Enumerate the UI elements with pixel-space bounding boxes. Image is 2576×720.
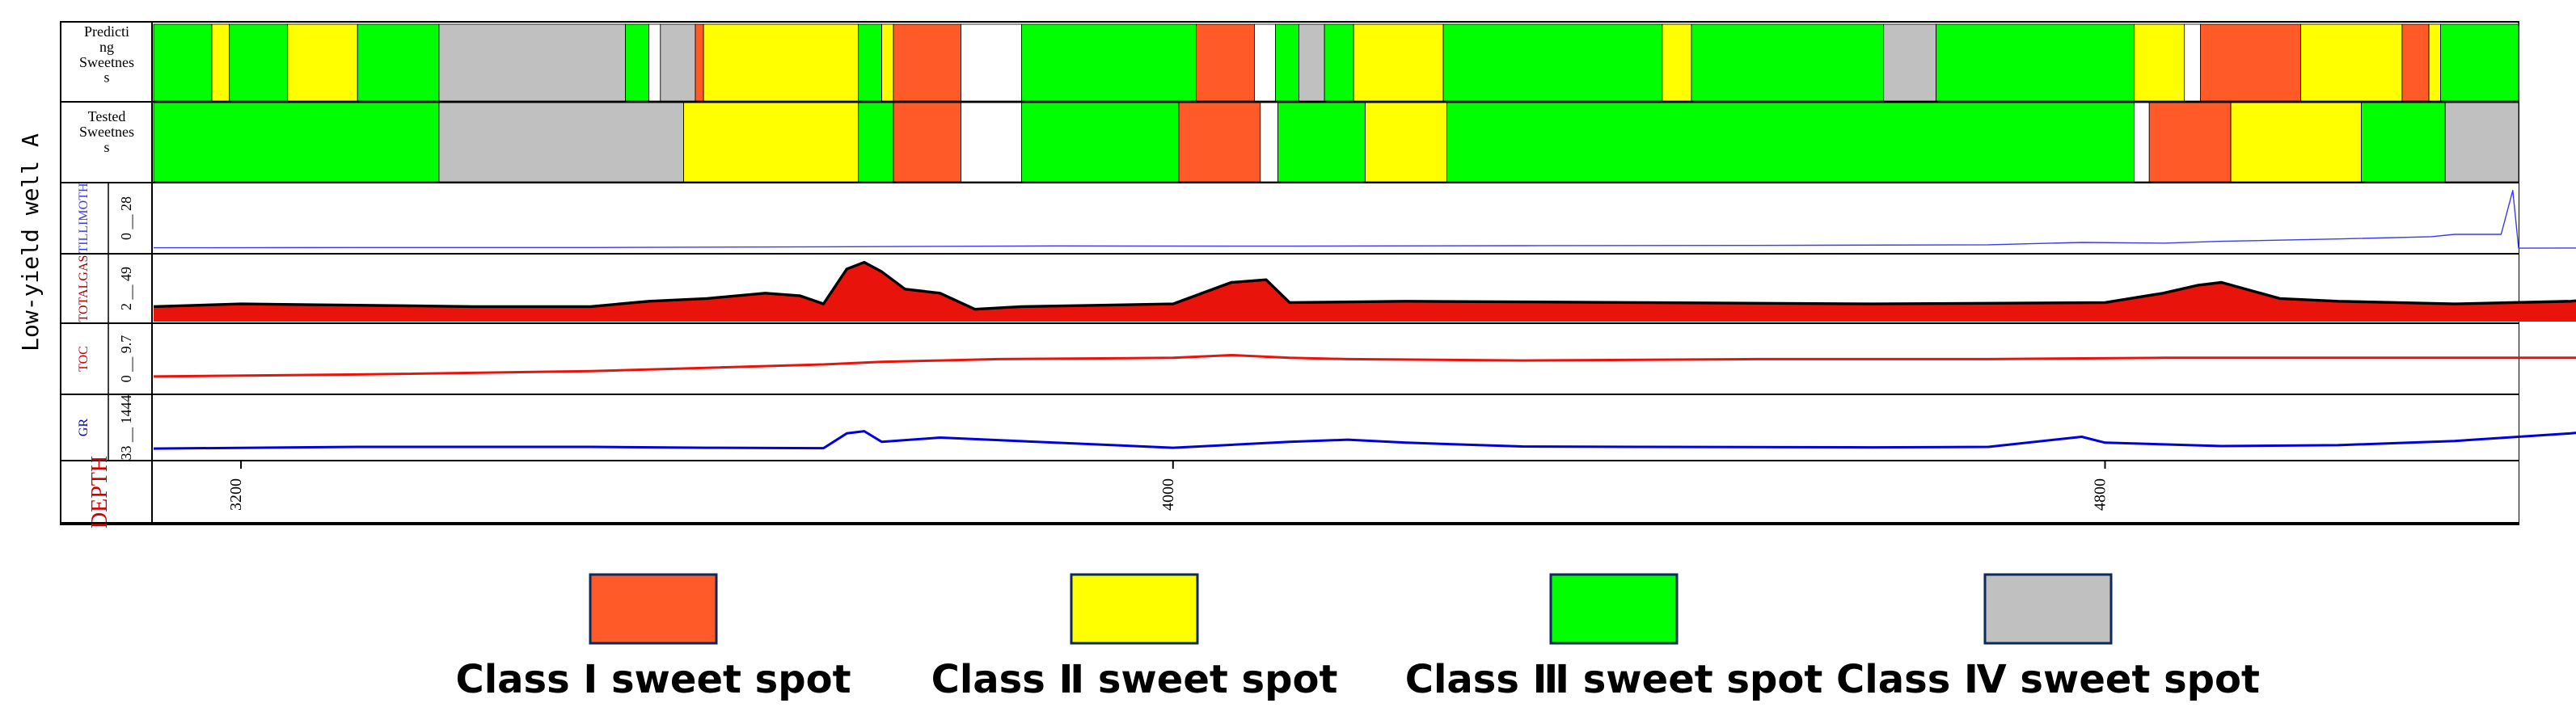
predicting-sweetness-interval	[703, 23, 859, 102]
tested-sweetness-interval	[2134, 102, 2150, 183]
tested-sweetness-interval	[961, 102, 1022, 183]
tested-sweetness-interval	[858, 102, 894, 183]
predicting-sweetness-interval	[2184, 23, 2202, 102]
tested-sweetness-interval	[438, 102, 685, 183]
tested-sweetness-interval	[1446, 102, 2135, 183]
predicting-sweetness-interval	[2200, 23, 2301, 102]
predicting-sweetness-interval	[2300, 23, 2403, 102]
predicting-sweetness-interval	[695, 23, 704, 102]
totalgas-track-label: TOTALGAS	[77, 255, 91, 322]
predicting-sweetness-interval	[660, 23, 696, 102]
depth-axis: DEPTH 3200 4000 4800	[61, 456, 2519, 528]
tested-sweetness-interval	[2361, 102, 2446, 183]
predicting-sweetness-interval	[1254, 23, 1276, 102]
predicting-sweetness-interval	[1662, 23, 1692, 102]
legend-label: Class Ⅱ sweet spot	[931, 657, 1338, 702]
tested-sweetness-interval	[893, 102, 961, 183]
legend-label: Class Ⅰ sweet spot	[455, 657, 851, 702]
curve-tracks	[153, 190, 2576, 450]
predicting-sweetness-interval	[858, 23, 882, 102]
predicting-sweetness-interval	[1353, 23, 1444, 102]
predicting-sweetness-interval	[1196, 23, 1255, 102]
predicting-sweetness-interval	[153, 23, 213, 102]
predicting-sweetness-interval	[961, 23, 1022, 102]
tillimoth-scale-label: 0 __ 28	[118, 196, 134, 240]
predicting-sweetness-interval	[648, 23, 661, 102]
predicting-sweetness-interval	[229, 23, 289, 102]
predicting-sweetness-interval	[438, 23, 626, 102]
depth-axis-label: DEPTH	[87, 456, 112, 528]
legend-swatch	[1070, 573, 1199, 645]
predicting-sweetness-interval	[893, 23, 961, 102]
predicting-sweetness-interval	[1021, 23, 1197, 102]
tillimoth-track-label: TILLIMOTH	[77, 183, 91, 254]
predicting-sweetness-interval	[2134, 23, 2185, 102]
gr-scale-label: 33 __ 1444	[118, 395, 134, 461]
well-title: Low-yield well A	[17, 133, 44, 352]
tested-sweetness-interval	[2148, 102, 2232, 183]
legend: Class Ⅰ sweet spot Class Ⅱ sweet spot Clas…	[455, 573, 2260, 702]
predicting-sweetness-interval	[2428, 23, 2441, 102]
predicting-sweetness-interval	[1691, 23, 1885, 102]
tested-sweetness-interval	[153, 102, 440, 183]
tested-sweetness-interval	[2444, 102, 2519, 183]
toc-track-label: TOC	[77, 346, 91, 372]
depth-tick-label: 3200	[227, 478, 245, 511]
depth-tick-label: 4800	[2091, 478, 2109, 511]
predicting-sweetness-interval	[1883, 23, 1936, 102]
tested-sweetness-interval	[2230, 102, 2362, 183]
depth-tick-label: 4000	[1159, 478, 1177, 511]
legend-label: Class Ⅲ sweet spot	[1405, 657, 1823, 702]
tested-sweetness-interval	[1178, 102, 1261, 183]
predicting-sweetness-interval	[625, 23, 649, 102]
legend-swatch	[589, 573, 718, 645]
predicting-label: Predicti ng Sweetnes s	[79, 23, 134, 86]
predicting-sweetness-interval	[881, 23, 894, 102]
totalgas-scale-label: 2 __ 49	[118, 267, 134, 310]
predicting-sweetness-interval	[211, 23, 230, 102]
predicting-sweetness-interval	[2440, 23, 2519, 102]
predicting-sweetness-interval	[1442, 23, 1663, 102]
predicting-sweetness-interval	[287, 23, 358, 102]
toc-curve	[153, 354, 2576, 378]
legend-swatch	[1549, 573, 1679, 645]
predicting-sweetness-interval	[357, 23, 440, 102]
predicting-sweetness-interval	[1936, 23, 2135, 102]
toc-scale-label: 0 __ 9.7	[118, 335, 134, 383]
track-frames: Predicti ng Sweetnes s Tested Sweetnes s TILLIM…	[61, 23, 2519, 461]
gr-curve	[153, 430, 2576, 450]
predicting-sweetness-interval	[2401, 23, 2430, 102]
predicting-sweetness-interval	[1299, 23, 1325, 102]
gr-track-label: GR	[77, 419, 91, 437]
legend-swatch	[1983, 573, 2113, 645]
totalgas-curve	[153, 260, 2576, 311]
tested-label: Tested Sweetnes s	[79, 108, 134, 155]
tested-sweetness-interval	[683, 102, 859, 183]
sweetness-tracks	[153, 23, 2519, 183]
tested-sweetness-interval	[1277, 102, 1366, 183]
predicting-sweetness-interval	[1324, 23, 1354, 102]
tillimoth-curve	[153, 190, 2576, 249]
tested-sweetness-interval	[1260, 102, 1278, 183]
predicting-sweetness-interval	[1275, 23, 1299, 102]
tested-sweetness-interval	[1365, 102, 1447, 183]
tested-sweetness-interval	[1021, 102, 1180, 183]
legend-label: Class Ⅳ sweet spot	[1836, 657, 2260, 702]
totalgas-fill	[154, 262, 2576, 322]
